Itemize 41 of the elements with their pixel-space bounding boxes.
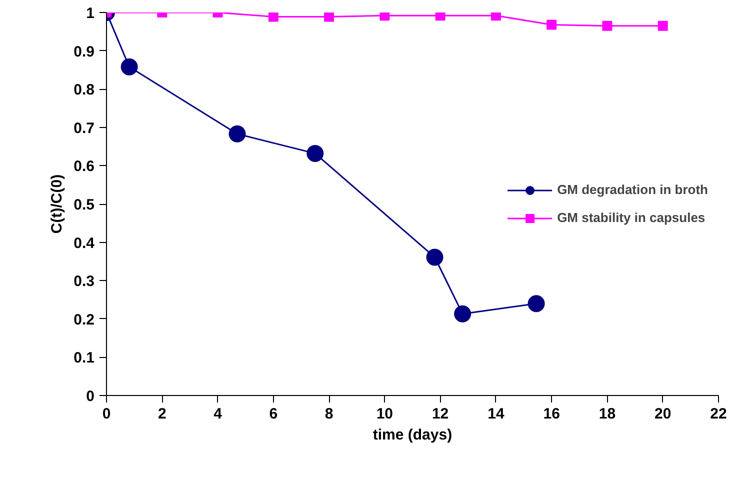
x-tick-label: 8 [324, 406, 334, 422]
point [324, 12, 334, 22]
y-tick-label: 0.1 [74, 350, 95, 367]
x-tick-label: 2 [158, 406, 166, 422]
y-tick-label: 0.3 [74, 273, 95, 290]
x-tick-label: 16 [543, 406, 560, 422]
point [602, 20, 612, 31]
point [306, 144, 324, 162]
legend-label: GM stability in capsules [557, 210, 706, 225]
legend-label: GM degradation in broth [557, 182, 708, 197]
y-axis-title: C(t)/C(0) [48, 174, 66, 234]
y-tick-label: 1 [86, 5, 94, 22]
point [228, 125, 246, 142]
x-axis-title: time (days) [372, 426, 452, 444]
y-tick-label: 0 [86, 388, 94, 405]
point [528, 295, 545, 312]
point [435, 12, 446, 21]
x-tick-label: 4 [214, 406, 223, 422]
x-tick-label: 20 [654, 406, 672, 422]
point [426, 248, 444, 266]
y-tick-label: 0.2 [74, 311, 95, 328]
x-tick-label: 0 [102, 406, 111, 422]
y-tick-label: 0.8 [74, 82, 95, 99]
y-tick-label: 0.7 [74, 120, 95, 137]
x-tick-label: 18 [598, 406, 616, 422]
point [268, 12, 278, 22]
y-tick-label: 0.6 [74, 158, 95, 176]
x-tick-label: 12 [432, 406, 449, 422]
point [120, 58, 138, 76]
point [454, 305, 472, 322]
point [490, 12, 501, 21]
point [658, 20, 668, 31]
y-tick-label: 0.9 [74, 43, 95, 60]
x-tick-label: 14 [488, 406, 505, 422]
y-tick-label: 0.5 [74, 196, 95, 214]
x-tick-label: 6 [269, 406, 278, 422]
x-tick-label: 10 [376, 406, 394, 422]
point [546, 20, 557, 30]
y-tick-label: 0.4 [74, 234, 96, 252]
x-tick-label: 22 [710, 406, 727, 422]
point [380, 12, 390, 21]
